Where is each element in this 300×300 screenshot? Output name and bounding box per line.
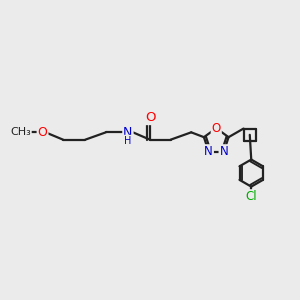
Text: N: N (204, 145, 213, 158)
Text: O: O (38, 126, 47, 139)
Text: CH₃: CH₃ (10, 127, 31, 137)
Text: O: O (212, 122, 221, 135)
Text: O: O (145, 111, 155, 124)
Text: Cl: Cl (245, 190, 257, 203)
Text: H: H (124, 136, 132, 146)
Text: N: N (123, 126, 133, 139)
Text: N: N (220, 145, 228, 158)
